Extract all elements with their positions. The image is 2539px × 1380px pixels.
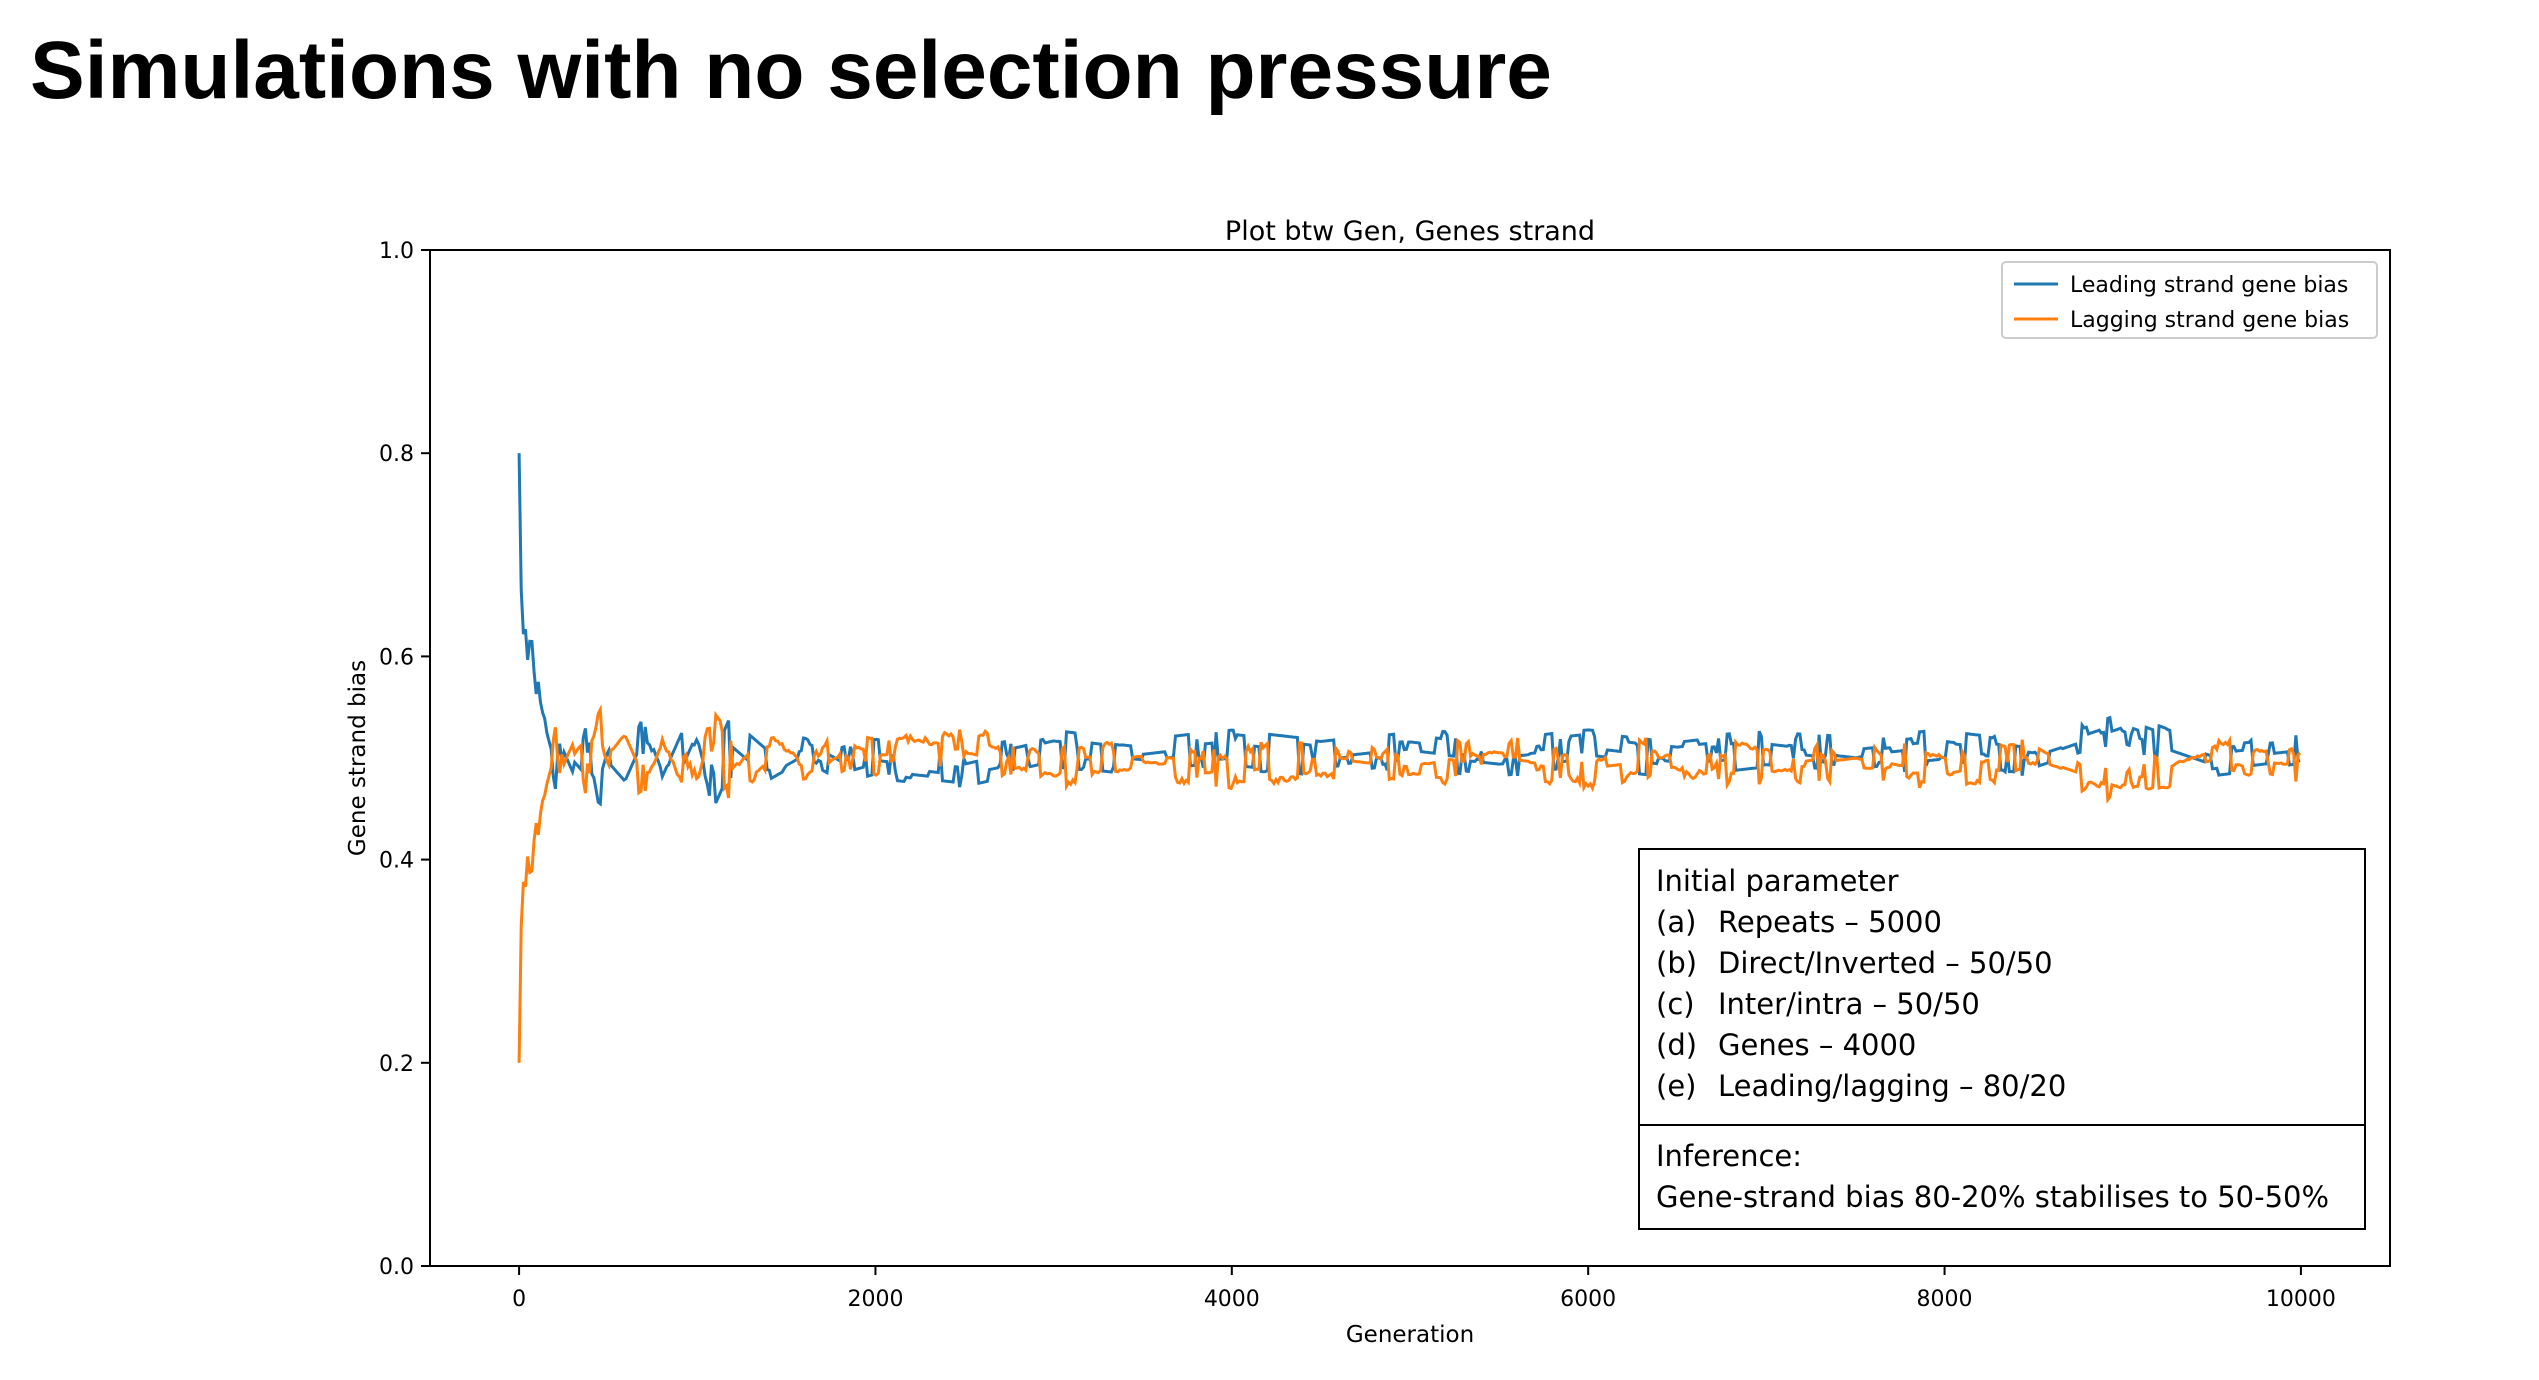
x-tick-label: 8000 [1917,1287,1973,1312]
param-key: (a) [1656,905,1697,939]
x-tick-label: 0 [512,1287,526,1312]
param-row: (c) Inter/intra – 50/50 [1656,984,2348,1025]
legend-label: Leading strand gene bias [2070,273,2348,298]
x-axis-label: Generation [1346,1322,1474,1348]
param-key: (c) [1656,987,1695,1021]
param-row: (d) Genes – 4000 [1656,1025,2348,1066]
param-value: Leading/lagging – 80/20 [1718,1069,2067,1103]
y-axis-label: Gene strand bias [345,660,371,856]
y-tick-label: 0.8 [379,442,414,467]
lagging-strand-series-line [517,704,2302,1063]
y-tick-label: 1.0 [379,239,414,264]
param-value: Genes – 4000 [1718,1028,1917,1062]
y-tick-label: 0.6 [379,645,414,670]
plot-frame [429,249,2391,1267]
param-key: (d) [1656,1028,1698,1062]
x-tick-label: 2000 [847,1287,903,1312]
slide-title: Simulations with no selection pressure [30,25,1552,116]
param-row: (b) Direct/Inverted – 50/50 [1656,943,2348,984]
inference-heading: Inference: [1656,1139,1803,1173]
x-tick-label: 10000 [2266,1287,2336,1312]
x-tick-label: 4000 [1204,1287,1260,1312]
legend-box [2001,261,2378,339]
inference-box: Inference: Gene-strand bias 80-20% stabi… [1638,1124,2366,1230]
param-row: (a) Repeats – 5000 [1656,902,2348,943]
param-key: (b) [1656,946,1698,980]
legend-label: Lagging strand gene bias [2070,308,2349,333]
param-value: Repeats – 5000 [1718,905,1942,939]
y-tick-label: 0.4 [379,849,414,874]
x-tick-label: 6000 [1560,1287,1616,1312]
inference-text: Gene-strand bias 80-20% stabilises to 50… [1656,1180,2330,1214]
y-tick-label: 0.0 [379,1255,414,1280]
param-value: Direct/Inverted – 50/50 [1718,946,2053,980]
param-key: (e) [1656,1069,1697,1103]
y-tick-label: 0.2 [379,1052,414,1077]
chart-title: Plot btw Gen, Genes strand [1225,216,1595,247]
leading-strand-series-line [517,453,2301,807]
initial-parameter-box: Initial parameter (a) Repeats – 5000 (b)… [1638,848,2366,1126]
param-row: (e) Leading/lagging – 80/20 [1656,1066,2348,1107]
param-value: Inter/intra – 50/50 [1718,987,1980,1021]
initial-parameter-heading: Initial parameter [1656,864,1899,898]
